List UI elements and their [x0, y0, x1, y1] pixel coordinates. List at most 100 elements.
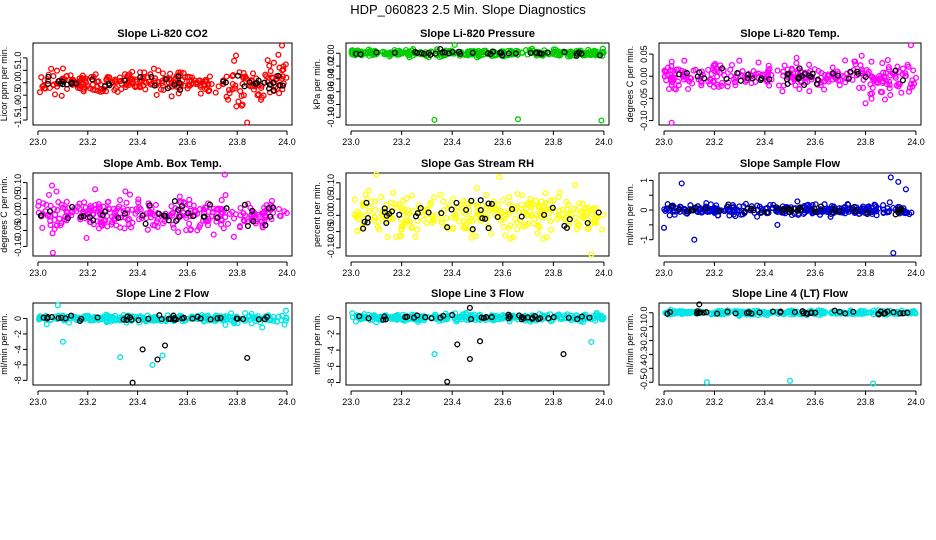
data-point [844, 201, 851, 208]
data-point [672, 205, 680, 212]
data-point [275, 206, 282, 213]
data-point [137, 206, 144, 213]
data-point [63, 198, 70, 205]
data-point [764, 73, 772, 80]
x-tick-label: 23.4 [129, 137, 147, 147]
data-point [587, 221, 594, 228]
data-point [713, 66, 720, 73]
data-point [890, 204, 897, 211]
x-tick-label: 23.8 [545, 137, 563, 147]
data-point [892, 74, 899, 81]
data-point-black [766, 76, 773, 83]
data-point [107, 314, 114, 321]
data-point [403, 218, 410, 225]
panel-5: Slope Gas Stream RH 23.0 23.2 23.4 23.6 23.8 2… [312, 158, 613, 278]
data-point [68, 77, 75, 84]
data-point-black [151, 82, 158, 89]
data-point [36, 89, 43, 96]
y-tick-label: -0.5 [13, 87, 23, 103]
data-point-black [176, 79, 183, 86]
data-point-black [744, 74, 751, 82]
y-tick-label: -0.05 [13, 220, 23, 241]
data-point-black [595, 209, 602, 216]
panel-title: Slope Line 2 Flow [116, 288, 209, 300]
outlier-point [870, 380, 877, 387]
data-point [885, 64, 892, 71]
data-point [555, 213, 563, 220]
data-point [276, 212, 283, 219]
data-point-black [764, 209, 771, 216]
x-tick-label: 23.6 [494, 397, 512, 407]
x-tick-label: 23.8 [857, 397, 875, 407]
y-tick-label: 0.10 [326, 174, 336, 192]
data-point-black [137, 74, 144, 81]
data-point-black [279, 82, 286, 89]
data-point [117, 224, 124, 231]
data-point [162, 317, 169, 324]
data-point-black [757, 77, 764, 84]
data-point [514, 190, 521, 198]
data-point [112, 315, 120, 322]
data-point [260, 92, 267, 99]
data-point [580, 318, 587, 326]
y-axis-label: degrees C per min. [0, 176, 9, 253]
data-point [576, 200, 583, 207]
data-point [203, 78, 210, 85]
data-point [53, 188, 60, 195]
data-point-black [155, 210, 163, 217]
data-point-black [214, 315, 221, 322]
data-point [794, 198, 801, 205]
data-point-black [269, 204, 277, 211]
data-point [839, 309, 846, 316]
data-point [112, 79, 119, 86]
data-point [179, 318, 186, 325]
panel-title: Slope Line 3 Flow [431, 288, 524, 300]
x-tick-label: 23.6 [806, 268, 824, 278]
data-point-black [234, 72, 241, 79]
outlier-point [678, 180, 685, 187]
outlier-point [774, 221, 781, 228]
data-point [806, 88, 813, 95]
data-point [593, 51, 600, 58]
data-point [895, 83, 902, 90]
data-point [117, 214, 124, 221]
data-point-black [469, 49, 476, 56]
data-point [910, 67, 917, 74]
data-point-black [425, 209, 432, 216]
data-point [511, 206, 518, 213]
data-point [821, 78, 828, 85]
data-point [102, 217, 109, 224]
data-point [155, 67, 162, 74]
data-point-black [244, 222, 251, 230]
data-point [116, 197, 124, 204]
data-point [412, 233, 419, 240]
data-point-black [703, 309, 710, 316]
data-point [183, 227, 190, 234]
data-point [404, 212, 411, 219]
data-point-black [361, 218, 368, 225]
data-point-black [689, 207, 696, 214]
data-point [430, 216, 437, 223]
data-point-black [145, 315, 152, 322]
data-point-black [758, 209, 765, 216]
data-point [475, 47, 482, 54]
data-point [35, 198, 42, 205]
data-point [420, 216, 427, 223]
data-point [858, 66, 865, 73]
data-point-black [214, 214, 221, 221]
x-tick-label: 23.8 [228, 268, 246, 278]
data-point [283, 74, 290, 81]
data-point [141, 78, 148, 86]
data-point [142, 86, 149, 93]
data-point [384, 233, 391, 241]
y-tick-label: -1.0 [13, 100, 23, 116]
panel-3: Slope Li-820 Temp. 23.0 23.2 23.4 23.6 23.8 24… [625, 28, 925, 147]
data-point [697, 78, 704, 85]
data-point-black [845, 75, 852, 82]
data-point-black [380, 316, 387, 323]
data-point-black [586, 314, 593, 321]
data-point-black [814, 76, 821, 83]
data-point [83, 234, 90, 242]
data-point-black [175, 73, 182, 80]
x-tick-label: 23.4 [756, 268, 774, 278]
